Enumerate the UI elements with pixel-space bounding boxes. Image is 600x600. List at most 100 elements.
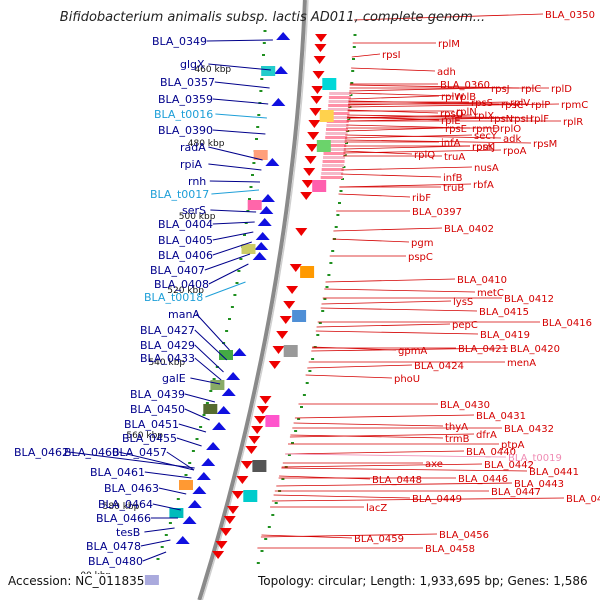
reverse-strand-gene — [276, 331, 289, 339]
left-gene-label: BLA_0466 — [96, 512, 151, 525]
ring-tick-outer — [350, 82, 354, 84]
ring-tick-outer — [264, 538, 268, 540]
right-gene-label: trmB — [445, 434, 470, 445]
left-gene-label: BLA_t0018 — [144, 291, 203, 304]
right-gene-label: rplW — [441, 92, 464, 103]
right-gene-label: BLA_0350 — [545, 10, 595, 21]
left-gene-label: rnh — [188, 175, 206, 188]
forward-strand-gene — [182, 516, 197, 524]
left-gene-label: BLA_t0016 — [154, 108, 213, 121]
left-label-leader — [194, 357, 222, 381]
right-label-leader — [347, 114, 529, 119]
right-gene-label: rpoA — [503, 146, 527, 157]
ring-tick-inner — [243, 234, 246, 236]
left-gene-label: galE — [162, 372, 186, 385]
gene-block-stripe — [323, 152, 346, 155]
right-gene-label: rplV — [510, 98, 530, 109]
left-gene-label: BLA_0464 — [98, 498, 153, 511]
ring-tick-inner — [212, 378, 216, 380]
left-gene-label: BLA_0357 — [160, 76, 215, 89]
right-label-leader — [348, 100, 500, 105]
ring-tick-inner — [160, 546, 164, 548]
reverse-strand-gene — [279, 316, 292, 324]
right-gene-label: rpmC — [561, 100, 588, 111]
reverse-strand-gene — [245, 446, 258, 454]
forward-strand-gene — [226, 372, 241, 380]
right-gene-label: ribF — [412, 193, 431, 204]
right-gene-label: menA — [507, 358, 536, 369]
gene-block-stripe — [328, 96, 351, 99]
ring-tick-outer — [302, 394, 306, 396]
right-gene-label: lysS — [453, 297, 473, 308]
gene-feature-box — [169, 508, 184, 518]
reverse-strand-gene — [219, 528, 232, 536]
reverse-strand-gene — [313, 56, 326, 64]
right-gene-label: BLA_0445 — [566, 494, 600, 505]
left-label-leader — [212, 221, 255, 225]
left-label-leader — [214, 81, 270, 89]
forward-strand-gene — [201, 458, 216, 466]
right-label-leader — [285, 450, 465, 455]
accession-label: Accession: NC_011835 — [8, 574, 145, 588]
right-label-leader — [320, 307, 478, 312]
left-gene-label: radA — [180, 141, 206, 154]
ring-tick-outer — [300, 406, 303, 408]
ring-tick-inner — [230, 306, 234, 308]
forward-strand-gene — [260, 194, 275, 202]
reverse-strand-gene — [226, 506, 239, 514]
right-label-leader — [344, 139, 532, 144]
right-label-leader — [261, 534, 353, 539]
ring-tick-outer — [321, 310, 325, 312]
right-gene-label: rplD — [551, 84, 572, 95]
right-gene-label: rplQ — [414, 150, 435, 161]
gene-feature-box — [247, 200, 262, 210]
right-label-leader — [293, 422, 444, 427]
left-gene-label: BLA_0461 — [90, 466, 145, 479]
left-label-leader — [212, 129, 266, 135]
right-gene-label: lacZ — [366, 503, 387, 514]
reverse-strand-gene — [268, 361, 281, 369]
forward-strand-gene — [187, 500, 202, 508]
right-label-leader — [349, 87, 490, 92]
left-label-leader — [208, 263, 249, 285]
right-gene-label: gpmA — [398, 346, 427, 357]
ring-tick-inner — [209, 390, 213, 392]
right-gene-label: adh — [437, 67, 456, 78]
scale-tick-label: 480 kbp — [188, 139, 225, 149]
ring-tick-outer — [353, 34, 357, 36]
right-gene-label: phoU — [394, 374, 420, 385]
gene-block-stripe — [320, 176, 343, 179]
left-label-leader — [208, 63, 271, 71]
right-label-leader — [347, 109, 439, 114]
left-label-leader — [144, 527, 175, 533]
left-gene-label: manA — [168, 308, 200, 321]
ring-tick-inner — [252, 162, 256, 164]
left-gene-label: BLA_0349 — [152, 35, 207, 48]
right-gene-label: BLA_0430 — [440, 400, 490, 411]
reverse-strand-gene — [300, 192, 313, 200]
right-gene-label: pepC — [452, 320, 478, 331]
right-gene-label: BLA_0443 — [514, 479, 564, 490]
gene-block-stripe — [329, 92, 352, 95]
right-label-leader — [307, 364, 413, 369]
ring-tick-inner — [263, 30, 267, 32]
gene-block-stripe — [324, 140, 347, 143]
scale-tick-label: 580 kbp — [103, 502, 140, 512]
right-gene-label: rpsH — [510, 114, 533, 125]
gene-feature-box — [312, 180, 327, 192]
forward-strand-gene — [257, 218, 272, 226]
reverse-strand-gene — [314, 44, 327, 52]
left-label-leader — [210, 209, 257, 213]
right-gene-label: rplN — [456, 107, 477, 118]
ring-tick-outer — [323, 298, 327, 300]
left-label-leader — [144, 471, 192, 479]
right-gene-label: infB — [443, 173, 463, 184]
reverse-strand-gene — [310, 96, 323, 104]
right-label-leader — [338, 193, 411, 198]
right-gene-label: BLA_0402 — [444, 224, 494, 235]
left-gene-label: BLA_0457 — [112, 446, 167, 459]
ring-tick-inner — [156, 558, 160, 560]
scale-tick-label: 540 kbp — [148, 358, 185, 368]
right-label-leader — [279, 475, 371, 480]
